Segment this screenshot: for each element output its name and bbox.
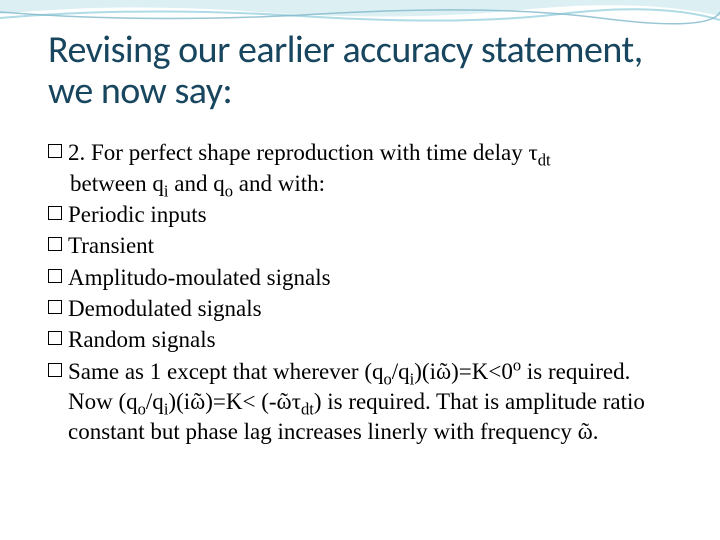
bullet-marker-icon xyxy=(48,237,62,251)
bullet-text: Demodulated signals xyxy=(68,294,672,324)
bullet-item: 2. For perfect shape reproduction with t… xyxy=(48,138,672,168)
text-fragment: /q xyxy=(392,359,410,384)
subscript: o xyxy=(138,400,146,419)
slide-body: 2. For perfect shape reproduction with t… xyxy=(48,138,672,448)
text-fragment: )(iῶ)=K< (-ῶτ xyxy=(168,389,301,414)
bullet-item: Random signals xyxy=(48,325,672,355)
bullet-marker-icon xyxy=(48,206,62,220)
text-fragment: 2. For perfect shape reproduction with t… xyxy=(68,140,538,165)
subscript: dt xyxy=(301,400,314,419)
subscript: o xyxy=(225,182,233,201)
bullet-marker-icon xyxy=(48,269,62,283)
bullet-continuation: between qi and qo and with: xyxy=(48,169,672,199)
text-fragment: /q xyxy=(146,389,164,414)
text-fragment: Same as 1 except that wherever (q xyxy=(68,359,383,384)
bullet-text: Amplitudo-moulated signals xyxy=(68,263,672,293)
text-fragment: and with: xyxy=(233,171,325,196)
subscript: o xyxy=(383,369,391,388)
bullet-item: Periodic inputs xyxy=(48,200,672,230)
bullet-text: Random signals xyxy=(68,325,672,355)
bullet-item: Demodulated signals xyxy=(48,294,672,324)
bullet-item: Amplitudo-moulated signals xyxy=(48,263,672,293)
bullet-marker-icon xyxy=(48,331,62,345)
bullet-text: Transient xyxy=(68,231,672,261)
slide-title: Revising our earlier accuracy statement,… xyxy=(48,30,672,112)
bullet-marker-icon xyxy=(48,363,62,377)
superscript: o xyxy=(513,355,521,374)
bullet-text: Periodic inputs xyxy=(68,200,672,230)
bullet-marker-icon xyxy=(48,144,62,158)
bullet-marker-icon xyxy=(48,300,62,314)
text-fragment: and q xyxy=(169,171,225,196)
bullet-item: Transient xyxy=(48,231,672,261)
text-fragment: )(iῶ)=K<0 xyxy=(414,359,513,384)
bullet-text: 2. For perfect shape reproduction with t… xyxy=(68,138,672,168)
subscript: dt xyxy=(538,151,551,170)
bullet-text: Same as 1 except that wherever (qo/qi)(i… xyxy=(68,357,672,448)
bullet-item: Same as 1 except that wherever (qo/qi)(i… xyxy=(48,357,672,448)
text-fragment: between q xyxy=(70,171,164,196)
slide: Revising our earlier accuracy statement,… xyxy=(0,0,720,540)
